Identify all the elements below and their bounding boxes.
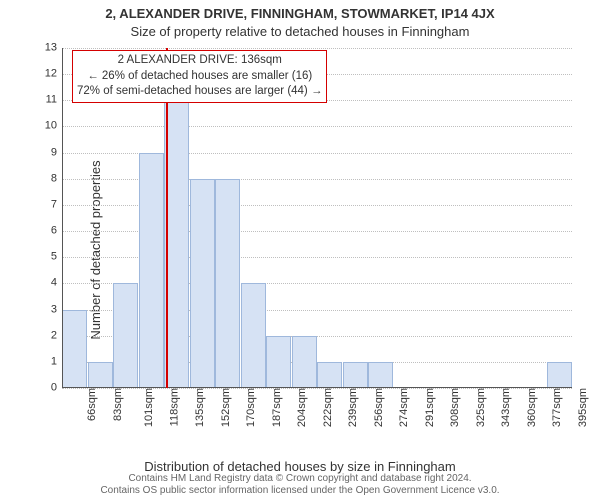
attribution-footer: Contains HM Land Registry data © Crown c… [0, 473, 600, 496]
y-axis [62, 48, 63, 388]
x-tick: 118sqm [168, 388, 180, 426]
histogram-bar [317, 362, 342, 388]
x-tick: 291sqm [424, 388, 436, 427]
x-tick: 395sqm [577, 388, 589, 427]
y-tick: 13 [32, 43, 57, 54]
histogram-bar [292, 336, 317, 388]
chart-subtitle: Size of property relative to detached ho… [0, 24, 600, 39]
y-tick: 3 [32, 304, 57, 315]
histogram-bar [547, 362, 572, 388]
x-tick: 222sqm [322, 388, 334, 427]
histogram-bar [343, 362, 368, 388]
y-tick: 11 [32, 95, 57, 106]
y-tick: 12 [32, 69, 57, 80]
x-tick: 343sqm [500, 388, 512, 427]
x-tick: 256sqm [373, 388, 385, 427]
footer-line-2: Contains OS public sector information li… [100, 485, 499, 496]
x-axis-label: Distribution of detached houses by size … [0, 459, 600, 474]
y-tick: 8 [32, 173, 57, 184]
callout-row-2: ← 26% of detached houses are smaller (16… [77, 69, 322, 85]
histogram-plot: 01234567891011121366sqm83sqm101sqm118sqm… [62, 48, 572, 388]
histogram-bar [164, 74, 189, 388]
x-tick: 66sqm [86, 388, 98, 421]
x-tick: 187sqm [271, 388, 283, 427]
y-tick: 2 [32, 330, 57, 341]
histogram-bar [215, 179, 240, 388]
y-tick: 1 [32, 356, 57, 367]
histogram-bar [113, 283, 138, 388]
callout-box: 2 ALEXANDER DRIVE: 136sqm← 26% of detach… [72, 50, 327, 103]
histogram-bar [88, 362, 113, 388]
histogram-bar [62, 310, 87, 388]
chart-title-address: 2, ALEXANDER DRIVE, FINNINGHAM, STOWMARK… [0, 6, 600, 21]
x-tick: 204sqm [296, 388, 308, 427]
x-tick: 325sqm [475, 388, 487, 427]
x-tick: 274sqm [398, 388, 410, 427]
callout-row-3: 72% of semi-detached houses are larger (… [77, 84, 322, 100]
y-tick: 5 [32, 252, 57, 263]
gridline [62, 126, 572, 127]
footer-line-1: Contains HM Land Registry data © Crown c… [128, 473, 471, 484]
histogram-bar [139, 153, 164, 388]
y-tick: 7 [32, 199, 57, 210]
x-tick: 101sqm [143, 388, 155, 427]
histogram-bar [190, 179, 215, 388]
histogram-bar [266, 336, 291, 388]
gridline [62, 48, 572, 49]
x-tick: 170sqm [245, 388, 257, 427]
y-tick: 6 [32, 226, 57, 237]
y-tick: 10 [32, 121, 57, 132]
x-tick: 152sqm [220, 388, 232, 427]
y-tick: 4 [32, 278, 57, 289]
x-tick: 135sqm [194, 388, 206, 427]
x-tick: 360sqm [526, 388, 538, 427]
x-tick: 239sqm [347, 388, 359, 427]
y-tick: 0 [32, 383, 57, 394]
histogram-bar [368, 362, 393, 388]
x-tick: 83sqm [112, 388, 124, 421]
callout-row-1: 2 ALEXANDER DRIVE: 136sqm [77, 53, 322, 69]
y-tick: 9 [32, 147, 57, 158]
x-axis [62, 387, 572, 388]
histogram-bar [241, 283, 266, 388]
gridline [62, 388, 572, 389]
x-tick: 377sqm [551, 388, 563, 427]
x-tick: 308sqm [449, 388, 461, 427]
